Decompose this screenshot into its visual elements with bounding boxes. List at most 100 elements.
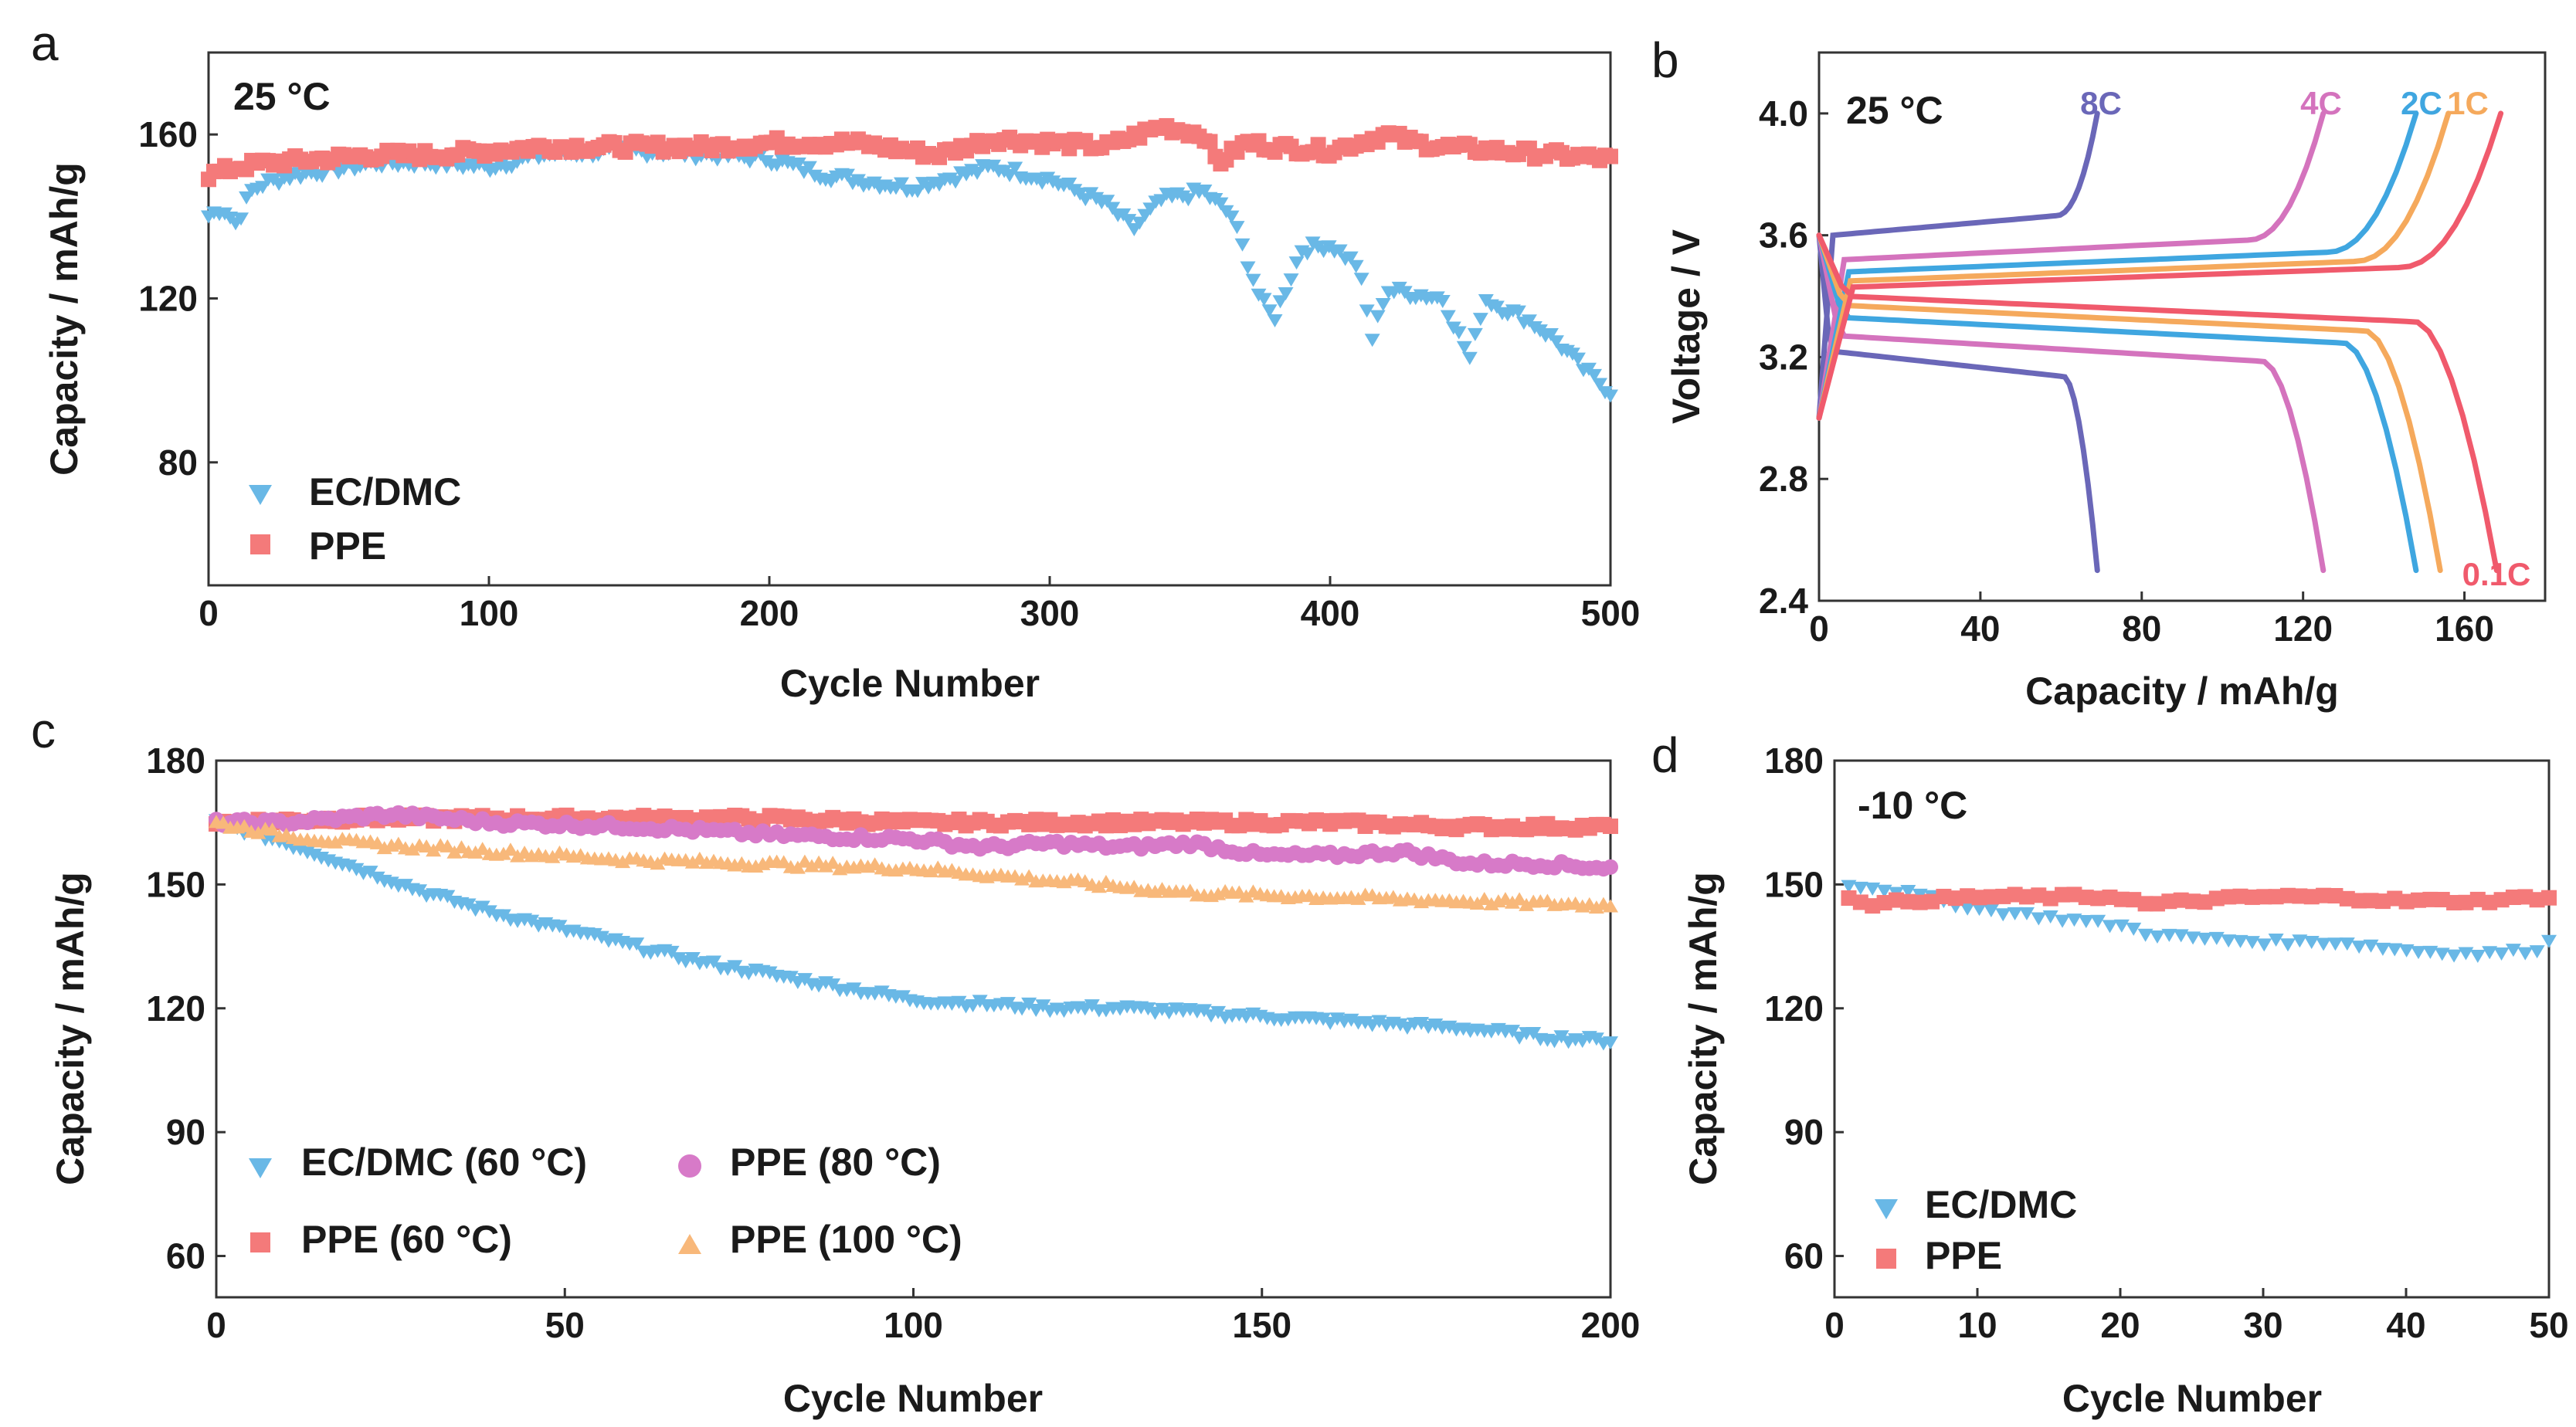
data-point — [2505, 890, 2521, 906]
data-point — [1971, 903, 1987, 917]
data-point — [782, 971, 799, 985]
x-tick-label: 300 — [1020, 593, 1080, 633]
data-point — [2303, 936, 2320, 950]
discharge-line — [1816, 232, 2100, 574]
data-point — [1876, 884, 1892, 898]
data-point — [705, 955, 721, 969]
panel-b-letter: b — [1651, 32, 1679, 88]
data-point — [1865, 898, 1881, 914]
series-ppe-100-c- — [209, 815, 1618, 914]
data-point — [2316, 887, 2332, 903]
data-point — [314, 169, 331, 183]
data-point — [839, 168, 855, 182]
data-point — [341, 859, 358, 873]
data-point — [1414, 1017, 1430, 1031]
data-point — [2339, 890, 2355, 907]
data-point — [825, 856, 841, 869]
data-point — [615, 855, 631, 869]
data-point — [1371, 1015, 1387, 1029]
data-point — [1472, 313, 1488, 327]
data-point — [440, 839, 456, 852]
data-point — [1342, 251, 1359, 265]
data-point — [1359, 304, 1375, 318]
data-point — [2161, 893, 2177, 910]
panel-d-y-label: Capacity / mAh/g — [1682, 872, 1725, 1185]
data-point — [1210, 1005, 1227, 1019]
data-point — [1456, 341, 1472, 354]
data-point — [893, 177, 909, 191]
data-point — [2387, 890, 2403, 907]
data-point — [2137, 928, 2153, 942]
data-point — [1332, 244, 1348, 258]
data-point — [1348, 259, 1364, 273]
data-point — [2363, 939, 2379, 953]
legend-ppe-100-marker — [678, 1234, 701, 1254]
panel-a-x-ticks: 0 100 200 300 400 500 — [199, 576, 1640, 633]
data-point — [1603, 148, 1618, 164]
panel-b-x-label: Capacity / mAh/g — [2025, 669, 2339, 713]
data-point — [2208, 931, 2225, 945]
data-point — [2126, 922, 2142, 936]
y-tick-label: 120 — [138, 278, 198, 318]
data-point — [1434, 295, 1451, 309]
data-point — [1546, 1035, 1563, 1049]
data-point — [1505, 895, 1521, 909]
data-point — [1234, 238, 1251, 252]
data-point — [467, 845, 484, 859]
data-point — [233, 212, 249, 226]
data-point — [1461, 351, 1478, 365]
x-tick-label: 100 — [884, 1305, 943, 1345]
data-point — [1971, 890, 1987, 906]
data-point — [1288, 256, 1305, 270]
legend-d-ppe-label: PPE — [1925, 1234, 2002, 1277]
data-point — [2031, 887, 2047, 903]
data-point — [1469, 897, 1485, 910]
data-point — [1256, 293, 1272, 307]
legend-ppe-label: PPE — [309, 524, 386, 568]
x-tick-label: 80 — [2122, 608, 2161, 649]
panel-b: b 25 °C 2.4 2.8 3.2 3.6 4.0 0 40 80 120 160 Capa… — [1651, 32, 2547, 713]
legend-ppe-80-marker — [678, 1154, 701, 1178]
legend-d-ec-dmc-label: EC/DMC — [1925, 1183, 2077, 1226]
data-point — [1995, 908, 2011, 922]
data-point — [2149, 930, 2165, 944]
data-point — [762, 966, 778, 980]
data-point — [796, 854, 813, 868]
data-point — [1591, 378, 1607, 391]
data-point — [2185, 931, 2201, 945]
data-point — [2410, 946, 2426, 960]
panel-d-data — [1841, 880, 2557, 963]
curve-0-1C — [1816, 110, 2504, 574]
data-point — [2469, 891, 2486, 907]
data-point — [650, 856, 666, 870]
x-tick-label: 10 — [1957, 1305, 1997, 1345]
rate-label-1C: 1C — [2447, 85, 2489, 121]
curve-4C — [1816, 110, 2327, 574]
data-point — [2197, 932, 2213, 946]
data-point — [969, 167, 986, 181]
x-tick-label: 0 — [206, 1305, 226, 1345]
data-point — [2327, 888, 2344, 904]
data-point — [1196, 1004, 1212, 1018]
data-point — [255, 181, 271, 195]
curve-1C — [1816, 110, 2452, 574]
data-point — [1603, 859, 1618, 875]
legend-ppe-80-label: PPE (80 °C) — [730, 1141, 941, 1184]
data-point — [1238, 889, 1254, 903]
legend-ec-dmc-label: EC/DMC — [309, 470, 461, 514]
data-point — [1936, 889, 1952, 905]
panel-d-legend: EC/DMC PPE — [1875, 1183, 2077, 1277]
legend-ppe-marker — [250, 534, 270, 554]
y-tick-label: 4.0 — [1759, 93, 1808, 134]
data-point — [2208, 890, 2225, 907]
panel-a-legend: EC/DMC PPE — [249, 470, 461, 568]
data-point — [2469, 949, 2486, 963]
data-point — [1267, 314, 1283, 327]
panel-b-temperature: 25 °C — [1846, 89, 1943, 132]
data-point — [1588, 1032, 1604, 1046]
data-point — [2458, 894, 2474, 910]
data-point — [2090, 914, 2106, 928]
x-tick-label: 200 — [740, 593, 799, 633]
data-point — [2268, 889, 2284, 905]
x-tick-label: 500 — [1581, 593, 1641, 633]
